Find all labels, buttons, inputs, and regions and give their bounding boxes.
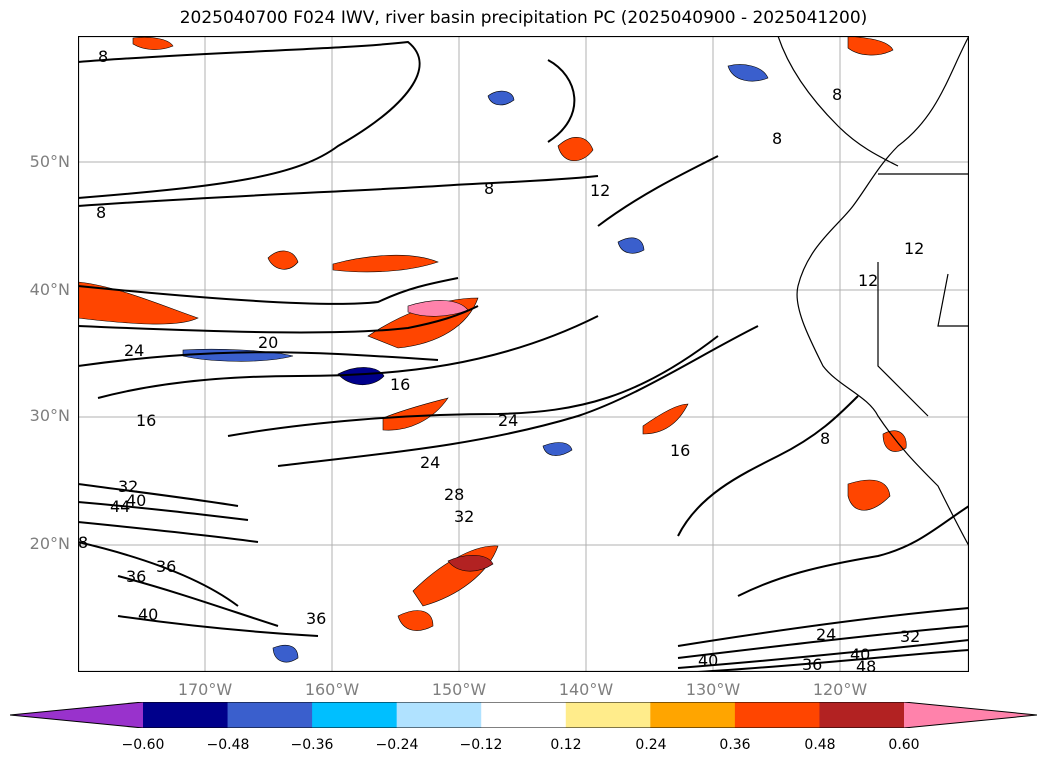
contour-label: 40 xyxy=(138,605,158,624)
contour-label: 28 xyxy=(444,485,464,504)
contour-label: 8 xyxy=(820,429,830,448)
contour-label: 8 xyxy=(78,533,88,552)
contour-label: 20 xyxy=(258,333,278,352)
map-title: 2025040700 F024 IWV, river basin precipi… xyxy=(179,8,868,28)
contour-label: 24 xyxy=(420,453,440,472)
contour-label: 8 xyxy=(772,129,782,148)
lon-label-160w: 160°W xyxy=(304,680,360,699)
contour-label: 32 xyxy=(118,477,138,496)
colorbar-segment xyxy=(819,702,905,728)
colorbar xyxy=(10,702,1037,728)
colorbar-tick-label: −0.48 xyxy=(206,737,250,753)
contour-label: 24 xyxy=(498,411,518,430)
coastlines xyxy=(777,36,969,547)
lon-label-130w: 130°W xyxy=(685,680,741,699)
lat-label-40n: 40°N xyxy=(29,280,70,299)
colorbar-tick-label: 0.24 xyxy=(635,737,667,753)
colorbar-tick-label: 0.48 xyxy=(804,737,836,753)
contour-label: 36 xyxy=(126,567,146,586)
contour-label: 8 xyxy=(98,47,108,66)
colorbar-segment xyxy=(481,702,567,728)
colorbar-tick-label: −0.36 xyxy=(290,737,334,753)
contour-label: 48 xyxy=(856,657,876,672)
lon-label-140w: 140°W xyxy=(558,680,614,699)
lat-label-50n: 50°N xyxy=(29,152,70,171)
contour-label: 44 xyxy=(110,497,130,516)
lon-label-150w: 150°W xyxy=(431,680,487,699)
contour-label: 8 xyxy=(832,85,842,104)
contour-label: 40 xyxy=(850,645,870,664)
lon-label-170w: 170°W xyxy=(177,680,233,699)
colorbar-tick-label: 0.36 xyxy=(719,737,751,753)
map-panel: 8 8 8 8 8 12 12 12 20 24 16 16 24 24 28 … xyxy=(78,36,969,672)
contour-label: 40 xyxy=(126,491,146,510)
colorbar-tick-label: −0.12 xyxy=(459,737,503,753)
colorbar-tick-label: 0.60 xyxy=(888,737,920,753)
contour-label: 32 xyxy=(900,627,920,646)
colorbar-segment xyxy=(650,702,736,728)
contour-label: 12 xyxy=(858,271,878,290)
colorbar-tick-label: −0.60 xyxy=(121,737,165,753)
contour-label: 12 xyxy=(904,239,924,258)
colorbar-segment xyxy=(734,702,820,728)
colorbar-segments xyxy=(143,702,905,728)
contour-label: 8 xyxy=(484,179,494,198)
colorbar-extend-high xyxy=(904,702,1037,728)
contour-label: 16 xyxy=(670,441,690,460)
contour-label: 12 xyxy=(590,181,610,200)
colorbar-segment xyxy=(227,702,313,728)
contour-label: 16 xyxy=(136,411,156,430)
colorbar-tick-label: −0.24 xyxy=(375,737,419,753)
contour-label: 40 xyxy=(698,651,718,670)
contour-label: 16 xyxy=(390,375,410,394)
map-frame xyxy=(78,36,969,672)
contour-label-group: 8 8 8 8 8 12 12 12 20 24 16 16 24 24 28 … xyxy=(78,47,924,672)
contour-label: 36 xyxy=(156,557,176,576)
colorbar-tick-label: 0.12 xyxy=(550,737,582,753)
contour-label: 36 xyxy=(306,609,326,628)
colorbar-segment xyxy=(565,702,651,728)
lat-label-30n: 30°N xyxy=(29,406,70,425)
colorbar-segment xyxy=(312,702,398,728)
contour-label: 36 xyxy=(802,655,822,672)
contour-label: 32 xyxy=(454,507,474,526)
lon-label-120w: 120°W xyxy=(812,680,868,699)
contour-label: 8 xyxy=(96,203,106,222)
colorbar-extend-low xyxy=(10,702,143,728)
lat-label-20n: 20°N xyxy=(29,534,70,553)
colorbar-segment xyxy=(143,702,229,728)
contour-label: 24 xyxy=(816,625,836,644)
iwv-contours xyxy=(78,40,969,672)
colorbar-segment xyxy=(396,702,482,728)
contour-label: 24 xyxy=(124,341,144,360)
